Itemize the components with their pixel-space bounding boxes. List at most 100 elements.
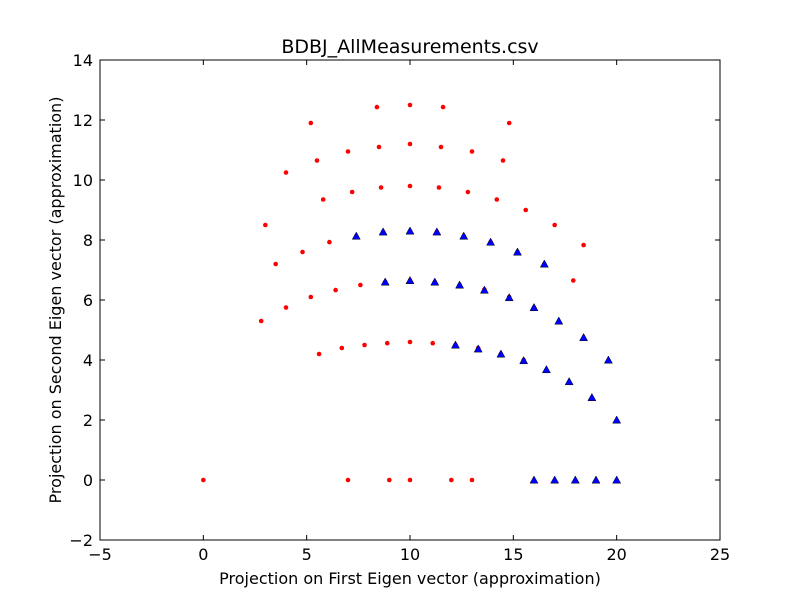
circle-point bbox=[308, 294, 314, 300]
triangle-point bbox=[405, 226, 415, 235]
triangle-point bbox=[612, 415, 622, 424]
circle-point bbox=[258, 318, 264, 324]
triangle-point bbox=[432, 227, 442, 236]
circle-point bbox=[552, 222, 557, 228]
circle-point bbox=[494, 197, 500, 202]
triangle-point bbox=[473, 344, 483, 353]
y-tick-label: −2 bbox=[69, 531, 93, 550]
triangle-point bbox=[591, 475, 601, 484]
circle-point bbox=[339, 345, 345, 351]
triangle-point bbox=[570, 475, 580, 484]
y-tick-label: 14 bbox=[73, 51, 93, 70]
triangle-point bbox=[430, 277, 440, 286]
circle-point bbox=[407, 477, 413, 483]
triangle-point bbox=[513, 247, 522, 256]
triangle-point bbox=[455, 280, 465, 289]
data-points bbox=[201, 102, 622, 484]
triangle-point bbox=[612, 475, 622, 484]
circle-point bbox=[345, 477, 351, 483]
x-tick-label: −5 bbox=[88, 545, 112, 564]
y-tick-label: 4 bbox=[83, 351, 93, 370]
circle-point bbox=[283, 305, 289, 310]
circle-point bbox=[201, 477, 206, 483]
series-circle-points bbox=[201, 102, 586, 483]
circle-point bbox=[506, 120, 512, 126]
circle-point bbox=[333, 287, 338, 293]
y-tick-label: 6 bbox=[83, 291, 93, 310]
circle-point bbox=[316, 351, 322, 357]
triangle-point bbox=[579, 332, 589, 341]
x-tick-label: 15 bbox=[503, 545, 523, 564]
circle-point bbox=[300, 249, 305, 255]
x-tick-label: 0 bbox=[198, 545, 208, 564]
circle-point bbox=[263, 222, 268, 228]
circle-point bbox=[378, 185, 384, 190]
y-tick-label: 12 bbox=[73, 111, 93, 130]
circle-point bbox=[349, 189, 355, 195]
circle-point bbox=[440, 104, 446, 110]
circle-point bbox=[308, 120, 314, 126]
x-tick-label: 25 bbox=[710, 545, 730, 564]
triangle-point bbox=[479, 285, 489, 294]
circle-point bbox=[523, 207, 529, 213]
circle-point bbox=[469, 149, 475, 154]
y-axis-label: Projection on Second Eigen vector (appro… bbox=[46, 97, 65, 504]
circle-point bbox=[387, 477, 392, 483]
triangle-point bbox=[459, 231, 469, 240]
circle-point bbox=[449, 477, 454, 483]
circle-point bbox=[376, 144, 382, 150]
triangle-point bbox=[529, 302, 539, 311]
triangle-point bbox=[351, 231, 361, 240]
chart-title: BDBJ_AllMeasurements.csv bbox=[281, 36, 538, 58]
circle-point bbox=[273, 261, 278, 267]
series-triangle-points bbox=[351, 226, 622, 484]
triangle-point bbox=[529, 475, 539, 484]
triangle-point bbox=[378, 227, 388, 236]
circle-point bbox=[407, 183, 413, 189]
x-tick-label: 5 bbox=[302, 545, 312, 564]
triangle-point bbox=[519, 356, 529, 365]
circle-point bbox=[469, 477, 475, 483]
circle-point bbox=[320, 197, 326, 202]
x-tick-label: 10 bbox=[400, 545, 420, 564]
circle-point bbox=[500, 158, 506, 163]
circle-point bbox=[438, 144, 444, 150]
circle-point bbox=[581, 242, 586, 248]
triangle-point bbox=[603, 355, 613, 364]
triangle-point bbox=[451, 340, 460, 349]
circle-point bbox=[283, 170, 289, 175]
x-tick-label: 20 bbox=[606, 545, 626, 564]
circle-point bbox=[327, 239, 332, 245]
circle-point bbox=[407, 102, 413, 108]
triangle-point bbox=[504, 293, 514, 302]
circle-point bbox=[362, 342, 367, 348]
y-tick-label: 0 bbox=[83, 471, 93, 490]
triangle-point bbox=[486, 237, 496, 246]
y-tick-label: 2 bbox=[83, 411, 93, 430]
circle-point bbox=[358, 282, 363, 288]
y-tick-label: 10 bbox=[73, 171, 93, 190]
triangle-point bbox=[405, 275, 415, 284]
axis-ticks: −5 0 5 10 15 20 25 −2 0 2 4 6 8 10 12 14 bbox=[69, 51, 730, 564]
circle-point bbox=[384, 340, 390, 346]
circle-point bbox=[465, 189, 471, 195]
triangle-point bbox=[550, 475, 560, 484]
circle-point bbox=[345, 149, 351, 154]
circle-point bbox=[430, 340, 436, 346]
circle-point bbox=[407, 141, 413, 147]
triangle-point bbox=[541, 365, 551, 374]
plot-frame bbox=[99, 59, 721, 541]
triangle-point bbox=[380, 277, 390, 286]
triangle-point bbox=[496, 349, 506, 358]
circle-point bbox=[374, 104, 380, 110]
triangle-point bbox=[554, 316, 564, 325]
triangle-point bbox=[539, 259, 549, 268]
circle-point bbox=[407, 339, 413, 345]
circle-point bbox=[570, 278, 576, 283]
triangle-point bbox=[587, 392, 597, 401]
triangle-point bbox=[564, 377, 574, 386]
circle-point bbox=[314, 158, 320, 163]
x-axis-label: Projection on First Eigen vector (approx… bbox=[219, 569, 601, 588]
